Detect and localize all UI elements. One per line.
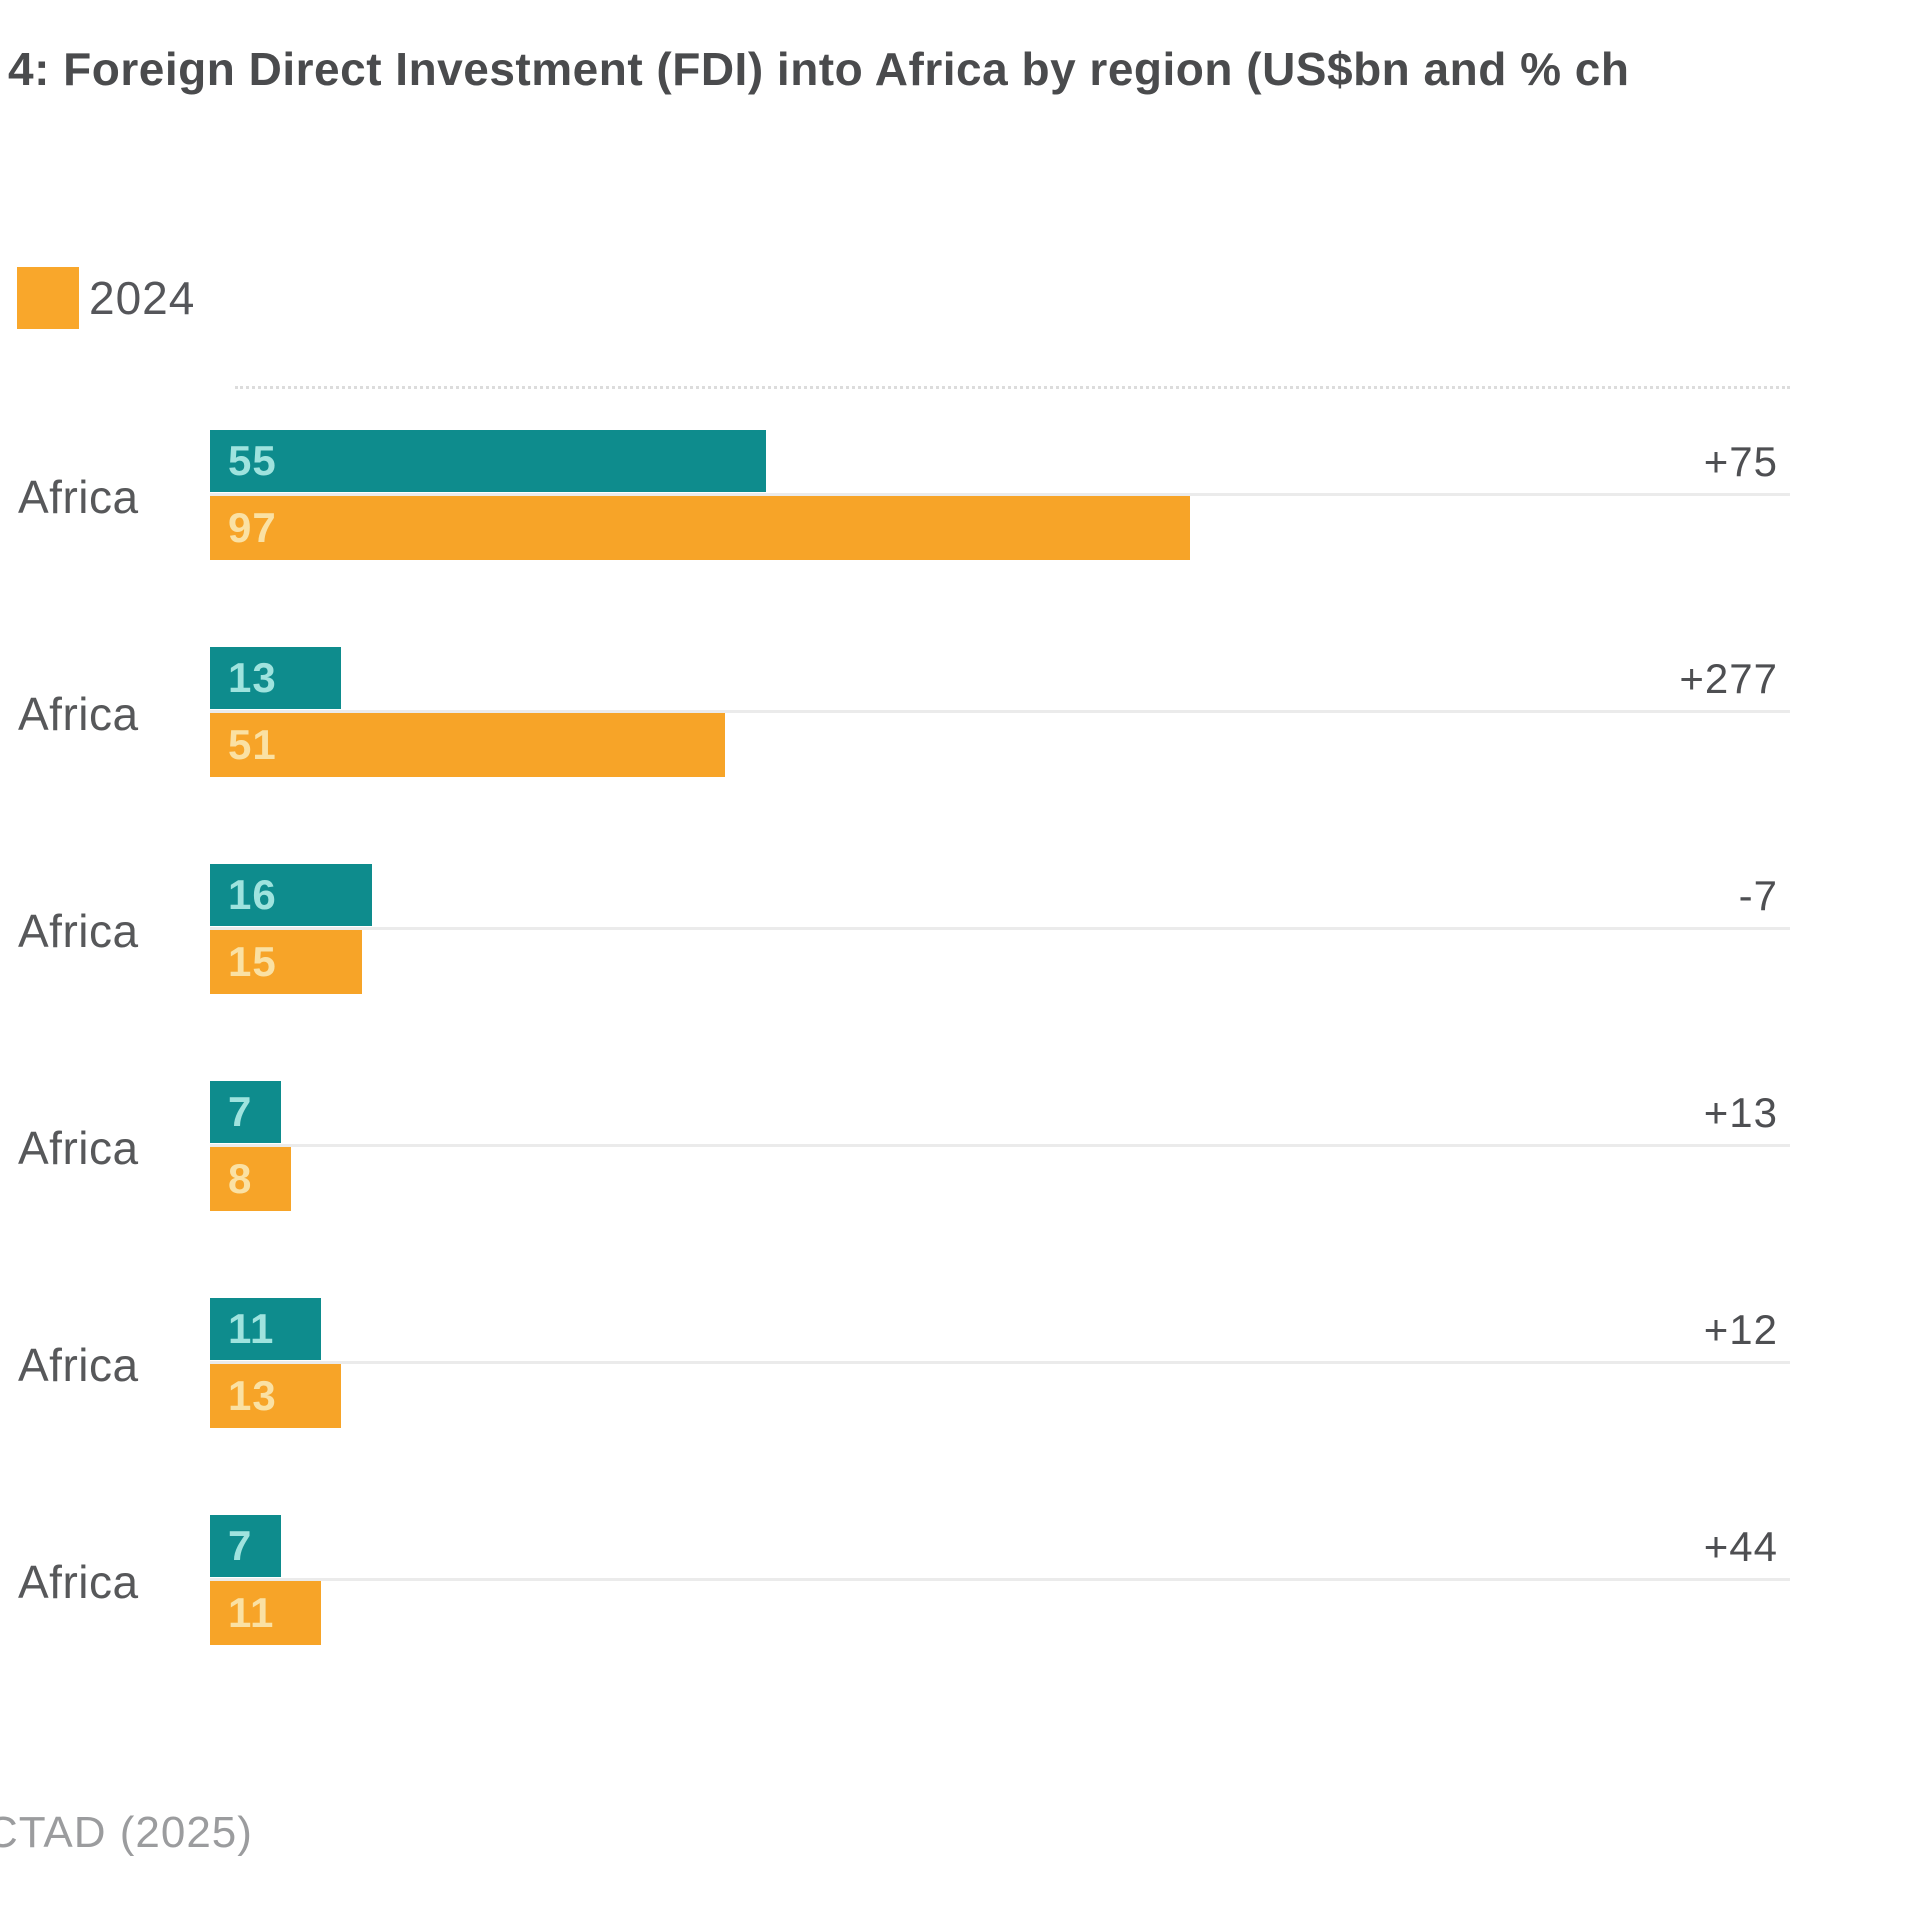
row-gridline	[210, 927, 1790, 930]
chart-row: Africa 7 8 +13	[0, 1081, 1920, 1215]
change-percent-label: +44	[1703, 1523, 1778, 1570]
bar-teal-prior-year: 7	[210, 1081, 281, 1143]
bar-teal-prior-year: 11	[210, 1298, 321, 1360]
bar-orange-2024: 15	[210, 930, 362, 994]
bar-orange-2024: 11	[210, 1581, 321, 1645]
bar-value-orange: 51	[228, 721, 277, 768]
change-percent-label: +277	[1679, 655, 1778, 702]
chart-row: Africa 11 13 +12	[0, 1298, 1920, 1432]
bar-orange-2024: 51	[210, 713, 725, 777]
top-dotted-axis-line	[235, 386, 1790, 389]
row-gridline	[210, 710, 1790, 713]
bar-value-teal: 55	[228, 437, 277, 484]
source-text: CTAD (2025)	[0, 1808, 253, 1857]
bar-teal-prior-year: 16	[210, 864, 372, 926]
bar-value-orange: 13	[228, 1372, 277, 1419]
bar-orange-2024: 13	[210, 1364, 341, 1428]
bar-value-teal: 7	[228, 1088, 253, 1135]
row-gridline	[210, 493, 1790, 496]
bar-value-teal: 7	[228, 1522, 253, 1569]
bar-teal-prior-year: 7	[210, 1515, 281, 1577]
change-percent-label: +12	[1703, 1306, 1778, 1353]
chart-row: Africa 55 97 +75	[0, 430, 1920, 564]
bar-value-orange: 11	[228, 1589, 275, 1636]
bar-value-teal: 16	[228, 871, 277, 918]
bar-value-teal: 11	[228, 1305, 275, 1352]
change-percent-label: +75	[1703, 438, 1778, 485]
legend-label-2024: 2024	[89, 272, 196, 324]
bar-value-orange: 97	[228, 504, 277, 551]
chart-row: Africa 13 51 +277	[0, 647, 1920, 781]
bar-orange-2024: 97	[210, 496, 1190, 560]
row-label: Africa	[18, 905, 139, 957]
change-percent-label: -7	[1738, 872, 1778, 919]
legend-swatch-2024	[17, 267, 79, 329]
bar-teal-prior-year: 13	[210, 647, 341, 709]
row-label: Africa	[18, 471, 139, 523]
row-gridline	[210, 1144, 1790, 1147]
bar-value-teal: 13	[228, 654, 277, 701]
row-gridline	[210, 1578, 1790, 1581]
row-label: Africa	[18, 1339, 139, 1391]
bar-value-orange: 8	[228, 1155, 253, 1202]
row-label: Africa	[18, 1556, 139, 1608]
row-label: Africa	[18, 1122, 139, 1174]
chart-row: Africa 16 15 -7	[0, 864, 1920, 998]
row-label: Africa	[18, 688, 139, 740]
legend: 2024	[17, 266, 195, 330]
bar-orange-2024: 8	[210, 1147, 291, 1211]
row-gridline	[210, 1361, 1790, 1364]
bar-value-orange: 15	[228, 938, 277, 985]
bar-teal-prior-year: 55	[210, 430, 766, 492]
change-percent-label: +13	[1703, 1089, 1778, 1136]
chart-row: Africa 7 11 +44	[0, 1515, 1920, 1649]
chart-title: 4: Foreign Direct Investment (FDI) into …	[8, 43, 1630, 95]
